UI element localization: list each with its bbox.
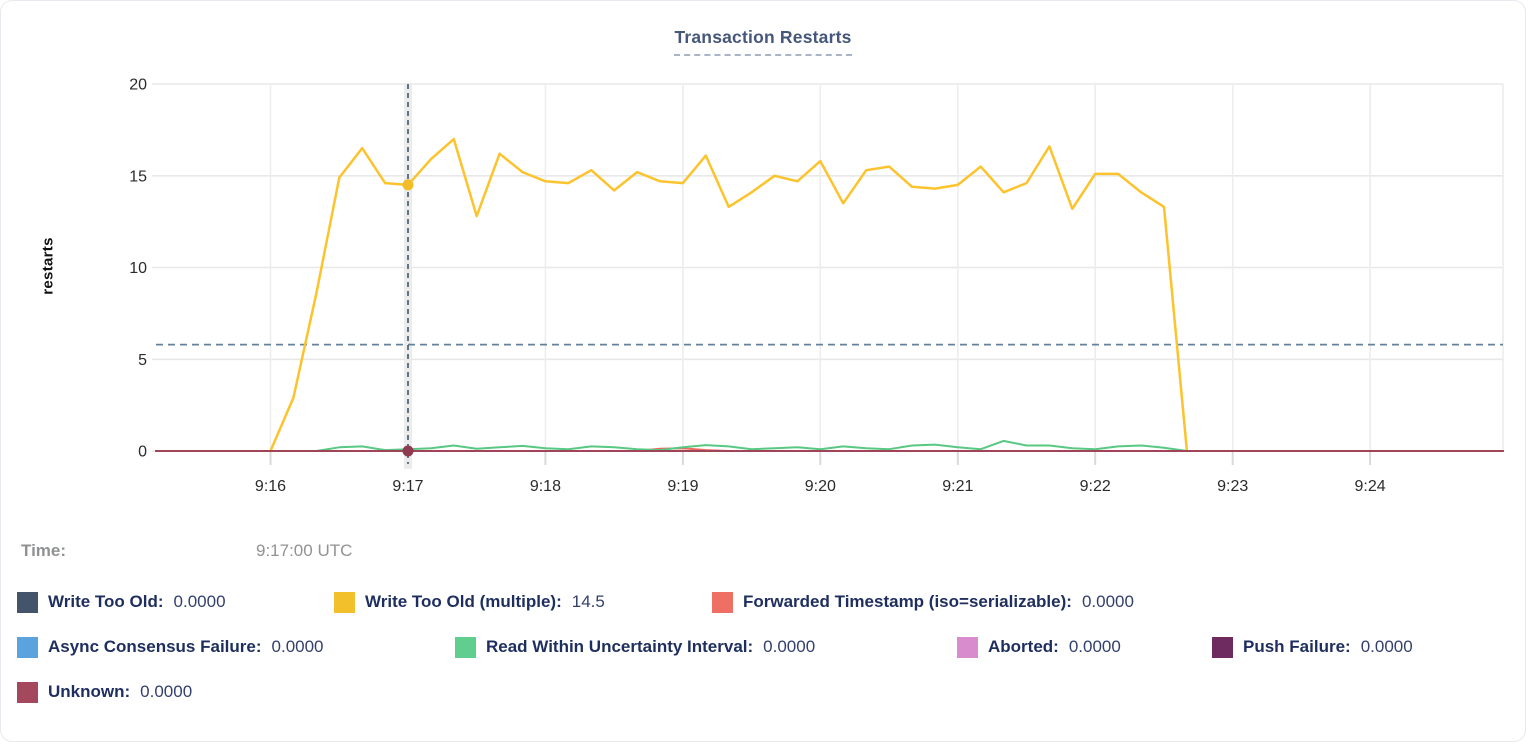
x-tick-label: 9:24: [1355, 478, 1386, 495]
legend-swatch: [17, 591, 38, 613]
legend-label: Unknown:: [48, 682, 131, 701]
legend-item: Push Failure: 0.0000: [1212, 634, 1413, 660]
crosshair-dot: [402, 179, 414, 191]
legend-label: Write Too Old:: [48, 592, 164, 611]
x-tick-label: 9:21: [942, 478, 973, 495]
legend-value: 14.5: [571, 592, 605, 611]
legend-swatch: [455, 636, 476, 658]
grid-vertical: [269, 84, 1504, 465]
tooltip-time-value: 9:17:00 UTC: [256, 541, 353, 560]
tooltip-time-label: Time:: [21, 541, 67, 560]
x-tick-label: 9:19: [667, 478, 698, 495]
y-tick-label: 10: [129, 260, 147, 277]
chart-title: Transaction Restarts: [674, 27, 852, 56]
grid-horizontal: [152, 83, 1503, 452]
x-tick-labels: 9:16 9:17 9:18 9:19 9:20 9:21 9:22 9:23 9:24: [255, 478, 1386, 495]
legend-item: Aborted: 0.0000: [957, 634, 1121, 660]
legend-swatch: [17, 636, 38, 658]
x-tick-label: 9:22: [1080, 478, 1111, 495]
x-tick-label: 9:18: [530, 478, 561, 495]
legend-swatch: [334, 591, 355, 613]
legend-value: 0.0000: [173, 592, 226, 611]
legend-value: 0.0000: [140, 682, 193, 701]
y-tick-label: 20: [129, 77, 147, 94]
legend-label: Aborted:: [988, 637, 1059, 656]
legend-value: 0.0000: [1081, 592, 1134, 611]
legend-row-1: Write Too Old: 0.0000 Write Too Old (multi…: [1, 589, 1525, 615]
x-tick-label: 9:23: [1217, 478, 1248, 495]
legend-label: Forwarded Timestamp (iso=serializable):: [743, 592, 1072, 611]
legend-swatch: [17, 681, 38, 703]
y-tick-label: 0: [138, 444, 147, 461]
legend-label: Write Too Old (multiple):: [365, 592, 562, 611]
tooltip-time-row: Time: 9:17:00 UTC: [1, 541, 1525, 565]
legend-item: Forwarded Timestamp (iso=serializable): 0…: [712, 589, 1134, 615]
legend-value: 0.0000: [271, 637, 324, 656]
legend-value: 0.0000: [1360, 637, 1413, 656]
transaction-restarts-chart[interactable]: 0 5 10 15 20 9:16 9:17 9:18 9:19 9:20 9:21 9:22 9:23…: [1, 1, 1526, 513]
y-tick-labels: 0 5 10 15 20: [129, 77, 147, 461]
legend-item: Unknown: 0.0000: [17, 679, 192, 705]
legend-swatch: [957, 636, 978, 658]
series-read-within-uncertainty-interval: [315, 439, 1188, 452]
legend-row-3: Unknown: 0.0000: [1, 679, 1525, 705]
y-tick-label: 15: [129, 168, 147, 185]
legend-swatch: [1212, 636, 1233, 658]
legend-label: Read Within Uncertainty Interval:: [486, 637, 754, 656]
legend-item: Async Consensus Failure: 0.0000: [17, 634, 324, 660]
legend-label: Push Failure:: [1243, 637, 1351, 656]
legend-item: Write Too Old: 0.0000: [17, 589, 226, 615]
y-tick-label: 5: [138, 352, 147, 369]
legend-item: Read Within Uncertainty Interval: 0.0000: [455, 634, 815, 660]
x-tick-label: 9:20: [805, 478, 836, 495]
legend-value: 0.0000: [1068, 637, 1121, 656]
crosshair-dot: [402, 445, 414, 457]
series-write-too-old-multiple: [269, 137, 1189, 453]
x-tick-label: 9:17: [392, 478, 423, 495]
x-tick-label: 9:16: [255, 478, 286, 495]
chart-header: Transaction Restarts: [1, 27, 1525, 56]
legend-value: 0.0000: [763, 637, 816, 656]
legend-label: Async Consensus Failure:: [48, 637, 262, 656]
legend-row-2: Async Consensus Failure: 0.0000 Read Withi…: [1, 634, 1525, 660]
legend-swatch: [712, 591, 733, 613]
legend-item: Write Too Old (multiple): 14.5: [334, 589, 605, 615]
